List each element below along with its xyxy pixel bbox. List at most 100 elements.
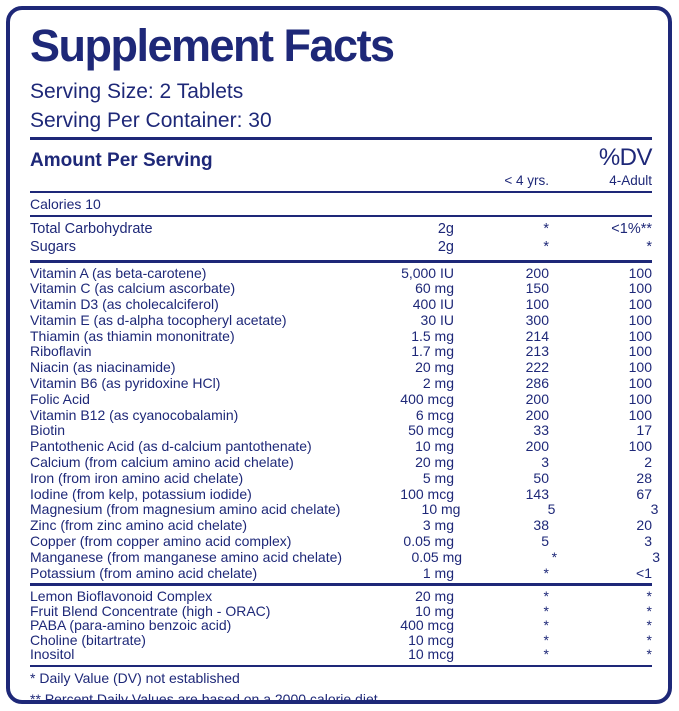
nutrient-under4-dv: 200	[525, 264, 549, 281]
nutrient-amount: 20 mg	[415, 454, 454, 471]
table-row: Total Carbohydrate 2g * <1%**	[30, 220, 652, 238]
nutrient-under4-dv: 286	[525, 375, 549, 392]
nutrient-amount: 6 mcg	[415, 406, 454, 423]
table-row: Potassium (from amino acid chelate) 1 mg…	[30, 564, 652, 582]
nutrient-under4-dv: *	[543, 238, 549, 255]
nutrient-adult-dv: 100	[628, 359, 652, 376]
nutrient-name: Potassium (from amino acid chelate)	[30, 564, 258, 581]
table-row: Iodine (from kelp, potassium iodide) 100…	[30, 485, 652, 503]
nutrient-amount: 20 mg	[415, 587, 454, 604]
nutrient-adult-dv: 20	[636, 517, 652, 534]
nutrient-under4-dv: *	[543, 564, 549, 581]
nutrient-name: Iron (from iron amino acid chelate)	[30, 469, 244, 486]
nutrient-adult-dv: 3	[652, 548, 661, 565]
nutrient-name: PABA (para-amino benzoic acid)	[30, 617, 232, 634]
nutrient-name: Niacin (as niacinamide)	[30, 359, 176, 376]
nutrient-adult-dv: <1%**	[611, 220, 652, 237]
nutrient-name: Magnesium (from magnesium amino acid che…	[30, 501, 341, 518]
nutrient-adult-dv: *	[646, 238, 652, 255]
nutrient-amount: 30 IU	[420, 311, 454, 328]
nutrient-amount: 2g	[437, 220, 454, 237]
nutrient-under4-dv: *	[543, 617, 549, 634]
nutrient-amount: 400 IU	[412, 296, 454, 313]
table-row: Choline (bitartrate) 10 mcg * *	[30, 633, 652, 648]
nutrient-under4-dv: *	[543, 602, 549, 619]
nutrient-adult-dv: *	[646, 631, 652, 648]
amount-per-serving-label: Amount Per Serving	[30, 150, 213, 171]
nutrient-name: Vitamin E (as d-alpha tocopheryl acetate…	[30, 311, 287, 328]
nutrient-adult-dv: 100	[628, 406, 652, 423]
nutrient-name: Biotin	[30, 422, 66, 439]
amount-per-serving-header: Amount Per Serving %DV	[30, 144, 653, 172]
nutrient-name: Vitamin B6 (as pyridoxine HCl)	[30, 375, 221, 392]
divider-thick	[30, 137, 652, 140]
supplement-facts-panel: Supplement Facts Serving Size: 2 Tablets…	[6, 6, 672, 704]
nutrient-adult-dv: 100	[628, 327, 652, 344]
nutrient-adult-dv: 100	[628, 311, 652, 328]
nutrient-name: Iodine (from kelp, potassium iodide)	[30, 485, 252, 502]
table-row: Folic Acid 400 mcg 200 100	[30, 390, 652, 408]
divider-medium	[30, 191, 652, 193]
nutrient-amount: 100 mcg	[400, 485, 454, 502]
nutrient-name: Zinc (from zinc amino acid chelate)	[30, 517, 248, 534]
nutrient-amount: 10 mcg	[408, 646, 454, 663]
nutrient-adult-dv: 28	[636, 469, 652, 486]
other-ingredients-section: Lemon Bioflavonoid Complex 20 mg * * Fru…	[30, 586, 652, 665]
nutrient-amount: 400 mcg	[400, 390, 454, 407]
dv-column-headers: < 4 yrs. 4-Adult	[30, 172, 652, 188]
nutrient-under4-dv: 50	[533, 469, 549, 486]
nutrient-amount: 0.05 mg	[411, 548, 463, 565]
nutrient-adult-dv: 100	[628, 280, 652, 297]
nutrient-amount: 400 mcg	[400, 617, 454, 634]
table-row: Vitamin A (as beta-carotene) 5,000 IU 20…	[30, 264, 652, 282]
column-header-4-adult: 4-Adult	[609, 173, 652, 188]
vitamins-minerals-section: Vitamin A (as beta-carotene) 5,000 IU 20…	[30, 263, 660, 584]
divider-thick	[30, 583, 652, 586]
nutrient-under4-dv: *	[543, 631, 549, 648]
carbohydrate-section: Total Carbohydrate 2g * <1%** Sugars 2g …	[30, 217, 652, 260]
table-row: Biotin 50 mcg 33 17	[30, 423, 652, 439]
nutrient-under4-dv: *	[543, 220, 549, 237]
nutrient-name: Lemon Bioflavonoid Complex	[30, 587, 213, 604]
nutrient-amount: 5,000 IU	[401, 264, 454, 281]
nutrient-name: Folic Acid	[30, 390, 90, 407]
nutrient-under4-dv: *	[551, 548, 558, 565]
nutrient-amount: 10 mcg	[408, 631, 454, 648]
serving-size: Serving Size: 2 Tablets	[30, 80, 244, 103]
serving-per-container: Serving Per Container: 30	[30, 109, 272, 132]
table-row: Fruit Blend Concentrate (high - ORAC) 10…	[30, 602, 652, 619]
nutrient-amount: 10 mg	[415, 438, 454, 455]
table-row: Riboflavin 1.7 mg 213 100	[30, 344, 652, 360]
nutrient-amount: 20 mg	[415, 359, 454, 376]
nutrient-adult-dv: 100	[628, 375, 652, 392]
nutrient-amount: 10 mg	[415, 602, 454, 619]
nutrient-adult-dv: *	[646, 587, 652, 604]
nutrient-name: Choline (bitartrate)	[30, 631, 146, 648]
nutrient-adult-dv: *	[646, 617, 652, 634]
table-row: Calcium (from calcium amino acid chelate…	[30, 454, 652, 471]
nutrient-adult-dv: 100	[628, 296, 652, 313]
nutrient-name: Manganese (from manganese amino acid che…	[30, 548, 343, 565]
nutrient-name: Total Carbohydrate	[30, 220, 153, 237]
nutrient-amount: 1.7 mg	[411, 343, 454, 360]
table-row: Zinc (from zinc amino acid chelate) 3 mg…	[30, 517, 652, 534]
nutrient-under4-dv: *	[543, 646, 549, 663]
nutrient-under4-dv: 5	[541, 533, 549, 550]
nutrient-name: Copper (from copper amino acid complex)	[30, 533, 292, 550]
nutrient-amount: 2 mg	[422, 375, 454, 392]
nutrient-amount: 50 mcg	[408, 422, 454, 439]
nutrient-adult-dv: <1	[636, 564, 652, 581]
nutrient-amount: 1.5 mg	[411, 327, 454, 344]
table-row: Vitamin E (as d-alpha tocopheryl acetate…	[30, 311, 652, 329]
table-row: Copper (from copper amino acid complex) …	[30, 533, 652, 550]
nutrient-adult-dv: 3	[650, 501, 659, 518]
nutrient-adult-dv: 3	[644, 533, 652, 550]
column-header-under-4yrs: < 4 yrs.	[504, 173, 549, 188]
nutrient-under4-dv: 200	[525, 406, 549, 423]
nutrient-amount: 5 mg	[422, 469, 454, 486]
nutrient-under4-dv: 300	[525, 311, 549, 328]
nutrient-under4-dv: 214	[525, 327, 549, 344]
nutrient-adult-dv: *	[646, 602, 652, 619]
nutrient-adult-dv: 100	[628, 390, 652, 407]
nutrient-name: Inositol	[30, 646, 75, 663]
